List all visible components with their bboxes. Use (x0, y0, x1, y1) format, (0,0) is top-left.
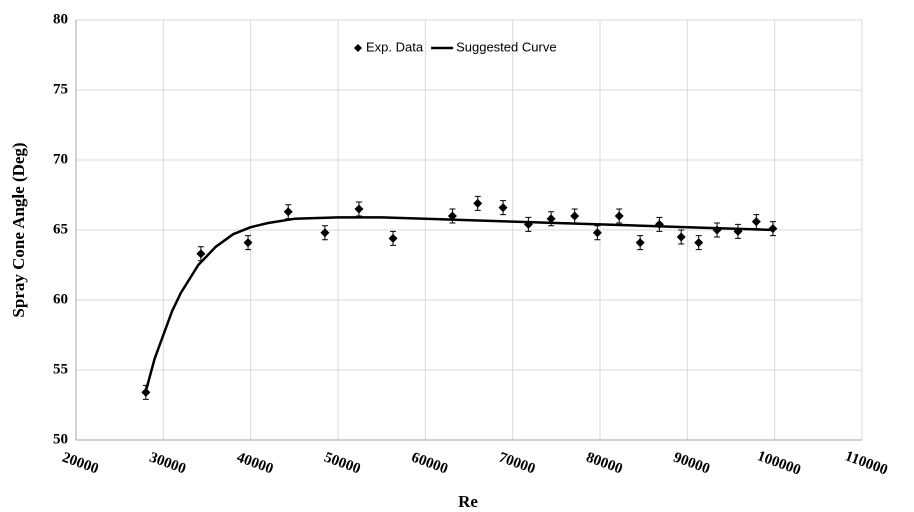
y-tick-label: 75 (53, 81, 68, 97)
data-point (141, 387, 151, 397)
x-tick-label: 30000 (147, 450, 188, 478)
x-tick-label: 40000 (235, 450, 276, 478)
y-tick-label: 70 (53, 151, 68, 167)
data-point (570, 211, 580, 221)
legend-swatch (354, 44, 362, 52)
y-tick-label: 55 (53, 361, 68, 377)
data-point (388, 233, 398, 243)
y-tick-label: 80 (53, 11, 68, 27)
data-point (498, 203, 508, 213)
data-point (592, 228, 602, 238)
data-point (676, 232, 686, 242)
legend-label: Exp. Data (366, 39, 424, 54)
x-tick-label: 20000 (60, 450, 101, 478)
data-point (546, 214, 556, 224)
x-axis-title: Re (458, 492, 478, 511)
data-point (320, 228, 330, 238)
x-tick-label: 100000 (755, 448, 803, 478)
data-point (473, 198, 483, 208)
y-tick-label: 50 (53, 431, 68, 447)
data-point (243, 238, 253, 248)
data-point (447, 211, 457, 221)
x-tick-label: 110000 (843, 448, 890, 478)
data-point (614, 211, 624, 221)
x-tick-label: 80000 (584, 450, 625, 478)
data-point (694, 238, 704, 248)
y-axis-title: Spray Cone Angle (Deg) (9, 142, 28, 317)
x-tick-label: 50000 (322, 450, 363, 478)
curve (144, 216, 775, 392)
data-point (283, 207, 293, 217)
data-point (751, 217, 761, 227)
legend-label: Suggested Curve (456, 39, 556, 54)
y-tick-label: 60 (53, 291, 68, 307)
x-tick-label: 90000 (671, 450, 712, 478)
x-tick-label: 70000 (497, 450, 538, 478)
x-tick-label: 60000 (409, 450, 450, 478)
data-point (635, 238, 645, 248)
y-tick-label: 65 (53, 221, 68, 237)
data-point (354, 204, 364, 214)
data-point (196, 249, 206, 259)
